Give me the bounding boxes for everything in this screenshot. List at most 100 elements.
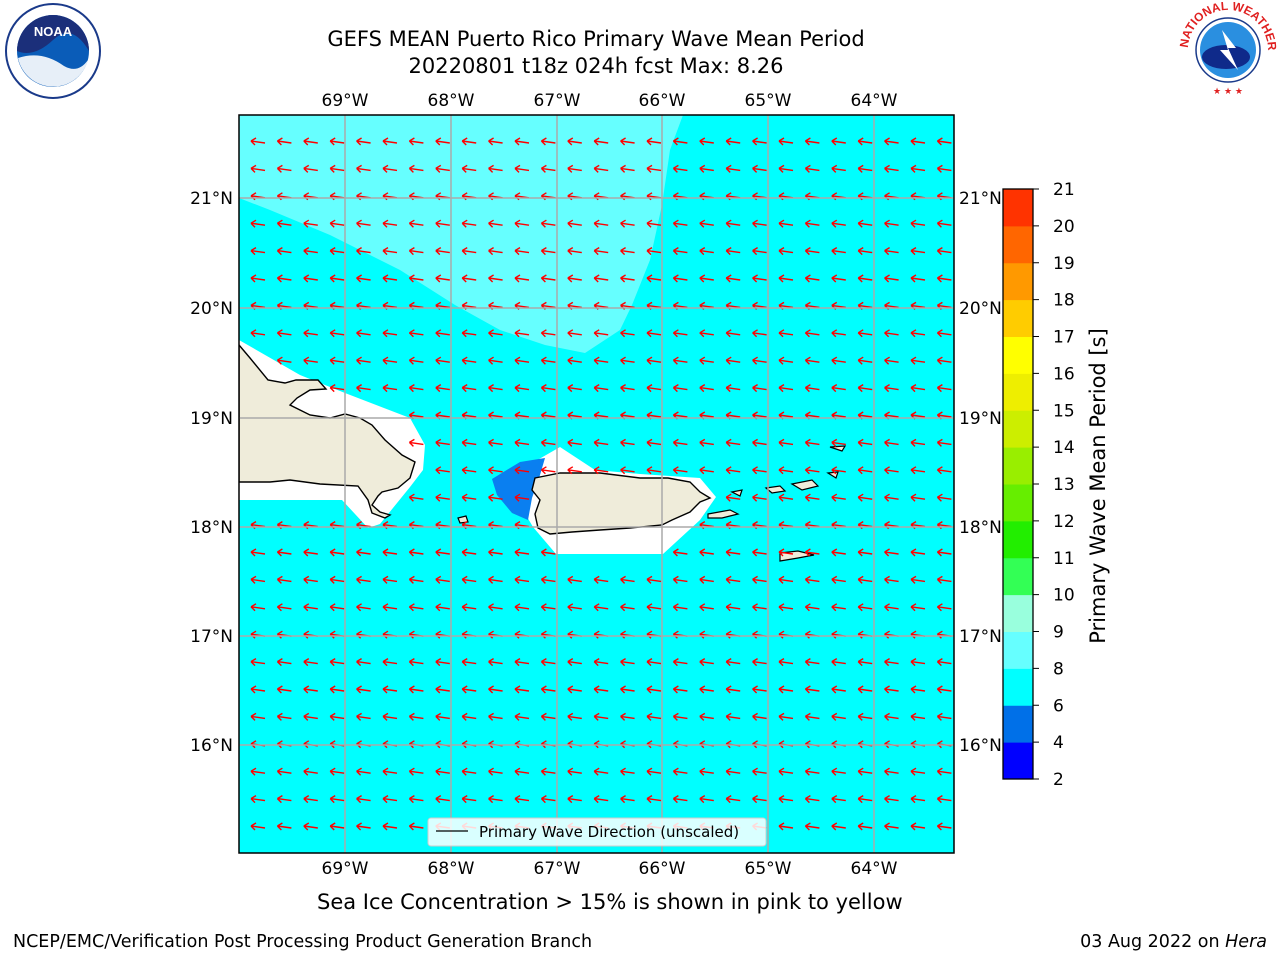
y-tick-left: 17°N	[190, 627, 233, 647]
wave-arrow	[620, 575, 635, 584]
wave-arrow	[672, 356, 688, 365]
wave-arrow	[620, 767, 635, 776]
wave-arrow	[276, 575, 292, 584]
colorbar-band	[1003, 668, 1033, 706]
wave-arrow	[514, 603, 530, 612]
wave-arrow	[435, 548, 450, 557]
wave-arrow	[884, 137, 899, 146]
wave-arrow	[382, 219, 398, 228]
wave-arrow	[408, 657, 424, 667]
wave-arrow	[408, 548, 424, 557]
wave-arrow	[514, 493, 530, 502]
colorbar-tick-label: 11	[1053, 549, 1075, 569]
wave-arrow	[646, 137, 662, 146]
wave-arrow	[831, 493, 846, 502]
wave-arrow	[567, 794, 582, 804]
noaa-logo-text: NOAA	[34, 24, 73, 39]
wave-arrow	[620, 603, 635, 612]
wave-arrow	[593, 164, 609, 173]
wave-arrow	[804, 466, 820, 475]
wave-arrow	[488, 493, 503, 502]
wave-arrow	[910, 466, 926, 475]
wave-arrow	[303, 767, 318, 776]
wave-arrow	[488, 137, 503, 146]
wave-arrow	[540, 137, 556, 146]
wave-arrow	[250, 794, 266, 804]
wave-arrow	[936, 438, 952, 447]
wave-arrow	[567, 137, 582, 146]
wave-arrow	[910, 548, 926, 557]
wave-arrow	[488, 657, 503, 667]
wave-arrow	[804, 575, 820, 584]
wave-arrow	[356, 685, 371, 694]
wave-arrow	[567, 329, 582, 338]
wave-arrow	[725, 493, 741, 502]
wave-arrow	[884, 438, 899, 447]
wave-arrow	[620, 274, 635, 283]
wave-arrow	[303, 685, 318, 694]
wave-arrow	[778, 794, 794, 804]
wave-arrow	[488, 685, 503, 694]
wave-arrow	[303, 137, 318, 146]
legend-label: Primary Wave Direction (unscaled)	[479, 823, 739, 841]
wave-arrow	[408, 438, 424, 447]
x-tick-top: 66°W	[639, 91, 686, 111]
wave-arrow	[804, 603, 820, 612]
colorbar-tick-label: 10	[1053, 586, 1075, 606]
wave-arrow	[514, 329, 530, 338]
x-tick-bottom: 68°W	[428, 859, 475, 879]
wave-arrow	[435, 246, 450, 256]
wave-arrow	[699, 329, 714, 338]
wave-arrow	[540, 657, 556, 667]
wave-arrow	[382, 383, 398, 393]
wave-arrow	[408, 329, 424, 338]
colorbar-band	[1003, 705, 1033, 743]
wave-arrow	[672, 329, 688, 338]
wave-arrow	[303, 356, 318, 365]
wave-arrow	[488, 219, 503, 228]
wave-arrow	[356, 356, 371, 365]
footer-branch: NCEP/EMC/Verification Post Processing Pr…	[13, 932, 593, 952]
wave-arrow	[936, 767, 952, 776]
wave-arrow	[831, 548, 846, 557]
wave-arrow	[514, 438, 530, 447]
wave-arrow	[804, 657, 820, 667]
wave-arrow	[936, 246, 952, 256]
wave-arrow	[382, 329, 398, 338]
wave-arrow	[488, 438, 503, 447]
wave-arrow	[567, 164, 582, 173]
wave-arrow	[778, 767, 794, 776]
wave-arrow	[382, 575, 398, 584]
wave-arrow	[752, 246, 767, 256]
wave-arrow	[672, 575, 688, 584]
colorbar-tick-label: 8	[1053, 659, 1064, 679]
virgin-islands-1	[764, 485, 787, 494]
wave-arrow	[382, 685, 398, 694]
wave-arrow	[276, 712, 292, 721]
wave-arrow	[672, 548, 688, 557]
footer-date-text: 03 Aug 2022 on	[1080, 932, 1226, 952]
wave-arrow	[804, 164, 820, 173]
wave-arrow	[910, 657, 926, 667]
wave-arrow	[329, 164, 345, 173]
wave-arrow	[593, 438, 609, 447]
wave-arrow	[329, 329, 345, 338]
wave-arrow	[699, 274, 714, 283]
wave-arrow	[250, 767, 266, 776]
wave-arrow	[699, 438, 714, 447]
wave-arrow	[329, 548, 345, 557]
wave-arrow	[303, 575, 318, 584]
wave-arrow	[356, 274, 371, 283]
wave-arrow	[884, 548, 899, 557]
wave-arrow	[356, 712, 371, 721]
wave-arrow	[488, 274, 503, 283]
wave-arrow	[276, 356, 292, 365]
wave-arrow	[303, 274, 318, 283]
wave-arrow	[936, 329, 952, 338]
wave-arrow	[884, 219, 899, 228]
wave-arrow	[936, 219, 952, 228]
wave-arrow	[831, 685, 846, 694]
wave-arrow	[276, 794, 292, 804]
wave-arrow	[857, 493, 873, 502]
wave-arrow	[725, 219, 741, 228]
